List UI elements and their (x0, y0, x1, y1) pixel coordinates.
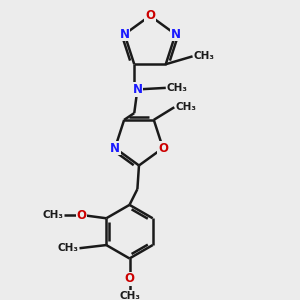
Text: CH₃: CH₃ (194, 51, 214, 61)
Text: N: N (110, 142, 120, 154)
Text: O: O (145, 9, 155, 22)
Text: O: O (124, 272, 134, 285)
Text: CH₃: CH₃ (167, 83, 188, 93)
Text: CH₃: CH₃ (42, 210, 63, 220)
Text: N: N (170, 28, 181, 41)
Text: O: O (158, 142, 168, 154)
Text: N: N (119, 28, 130, 41)
Text: CH₃: CH₃ (119, 291, 140, 300)
Text: CH₃: CH₃ (58, 243, 79, 253)
Text: CH₃: CH₃ (175, 102, 196, 112)
Text: O: O (76, 208, 86, 222)
Text: N: N (132, 83, 142, 96)
